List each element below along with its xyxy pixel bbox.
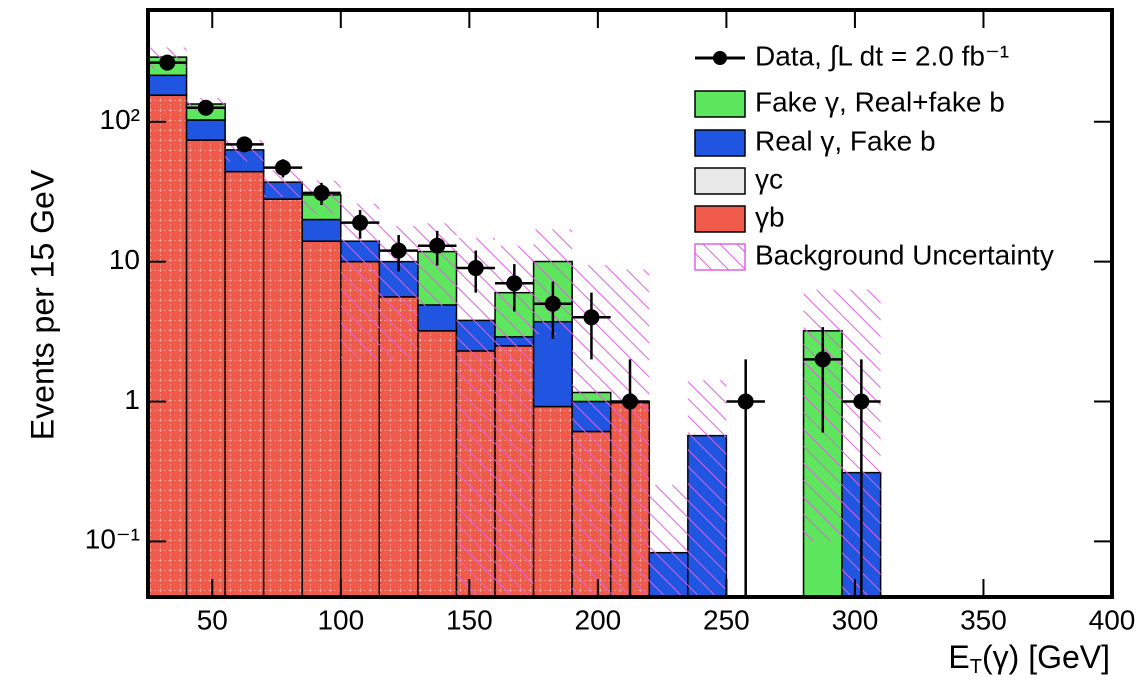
bar-texture — [263, 199, 303, 597]
bar-segment — [185, 119, 226, 141]
x-tick-label: 50 — [197, 604, 228, 635]
x-tick-label: 250 — [703, 604, 750, 635]
y-tick-label: 10⁻¹ — [85, 524, 140, 555]
legend-swatch — [694, 167, 746, 195]
data-point — [506, 275, 523, 292]
x-label-sub: T — [970, 656, 982, 678]
data-point — [853, 393, 870, 410]
legend-label: Real γ, Fake b — [755, 125, 936, 156]
x-axis-label: ET(γ) [GeV] — [948, 639, 1110, 678]
data-point — [236, 136, 253, 153]
bar-segment — [417, 304, 458, 332]
legend-swatch — [694, 243, 746, 271]
uncertainty-band — [649, 484, 688, 597]
x-tick-label: 350 — [960, 604, 1007, 635]
data-point — [467, 260, 484, 277]
legend-swatch — [694, 129, 746, 157]
bar-texture — [225, 171, 264, 598]
y-tick-label: 10² — [100, 104, 140, 135]
legend-label: Data, ∫L dt = 2.0 fb⁻¹ — [755, 40, 1009, 71]
legend-data-marker — [713, 51, 727, 65]
legend-swatch — [694, 205, 746, 233]
x-tick-label: 100 — [317, 604, 364, 635]
data-point — [313, 184, 330, 201]
data-point — [274, 159, 291, 176]
data-point — [814, 351, 831, 368]
bar-texture — [186, 140, 226, 597]
bar-texture — [148, 95, 187, 597]
bar-texture — [533, 406, 573, 597]
legend-label: γc — [755, 163, 783, 194]
x-tick-label: 300 — [832, 604, 879, 635]
legend-label: Fake γ, Real+fake b — [755, 86, 1005, 117]
x-label-rest: (γ) [GeV] — [982, 639, 1110, 675]
x-tick-label: 400 — [1089, 604, 1136, 635]
data-point — [622, 393, 638, 410]
legend-swatch — [694, 90, 746, 118]
x-label-main: E — [948, 639, 969, 675]
data-point — [352, 214, 369, 231]
data-point — [159, 54, 176, 71]
x-tick-label: 150 — [446, 604, 493, 635]
data-point — [197, 99, 214, 116]
bar-segment — [147, 74, 188, 96]
data-point — [544, 295, 561, 312]
data-point — [390, 242, 407, 259]
legend-label: γb — [755, 201, 785, 232]
bar-segment — [301, 218, 342, 242]
uncertainty-band — [456, 237, 496, 597]
legend-label: Background Uncertainty — [755, 239, 1054, 270]
bar-texture — [302, 241, 341, 598]
y-tick-label: 1 — [124, 384, 140, 415]
y-axis-label: Events per 15 GeV — [24, 169, 60, 440]
x-tick-label: 200 — [575, 604, 622, 635]
y-tick-label: 10 — [109, 244, 140, 275]
uncertainty-band — [687, 380, 727, 597]
data-point — [737, 393, 754, 410]
bar-texture — [417, 330, 457, 597]
data-point — [429, 237, 446, 254]
plot-frame — [146, 8, 1114, 599]
data-point — [583, 309, 600, 326]
